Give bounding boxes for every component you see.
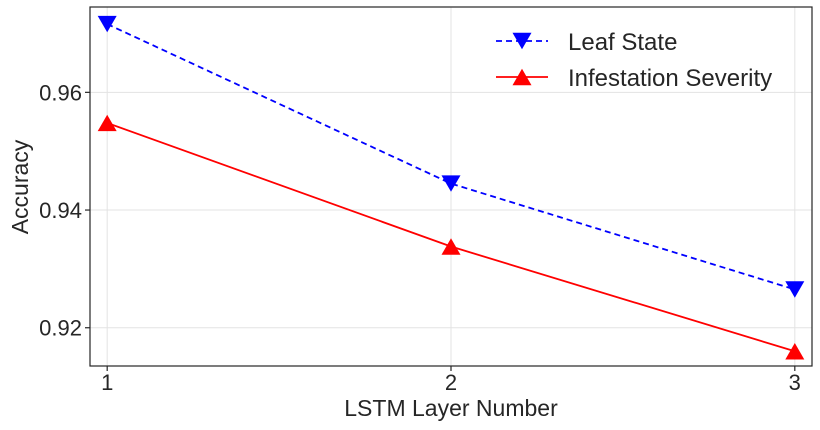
y-tick-label: 0.94 [39, 198, 82, 223]
x-axis-ticks: 1 2 3 [101, 366, 801, 395]
x-tick-label: 3 [789, 370, 801, 395]
y-axis-title: Accuracy [7, 139, 33, 234]
legend-marker [512, 68, 532, 86]
series-leaf-state [97, 15, 805, 298]
y-axis-ticks: 0.92 0.94 0.96 [39, 80, 90, 341]
series-infestation-severity [97, 114, 805, 360]
legend-label: Infestation Severity [568, 65, 772, 92]
x-tick-label: 2 [445, 370, 457, 395]
series-group [97, 15, 805, 360]
x-tick-label: 1 [101, 370, 113, 395]
legend-marker [512, 32, 532, 50]
grid [90, 7, 812, 366]
data-point-marker [97, 15, 117, 33]
x-axis-title: LSTM Layer Number [344, 395, 558, 421]
y-tick-label: 0.96 [39, 80, 82, 105]
data-point-marker [785, 281, 805, 298]
legend-label: Leaf State [568, 29, 677, 56]
data-point-marker [441, 238, 461, 255]
legend: Leaf State Infestation Severity [496, 29, 772, 92]
y-tick-label: 0.92 [39, 316, 82, 341]
data-point-marker [97, 114, 117, 132]
data-point-marker [441, 175, 461, 192]
data-point-marker [785, 343, 805, 360]
